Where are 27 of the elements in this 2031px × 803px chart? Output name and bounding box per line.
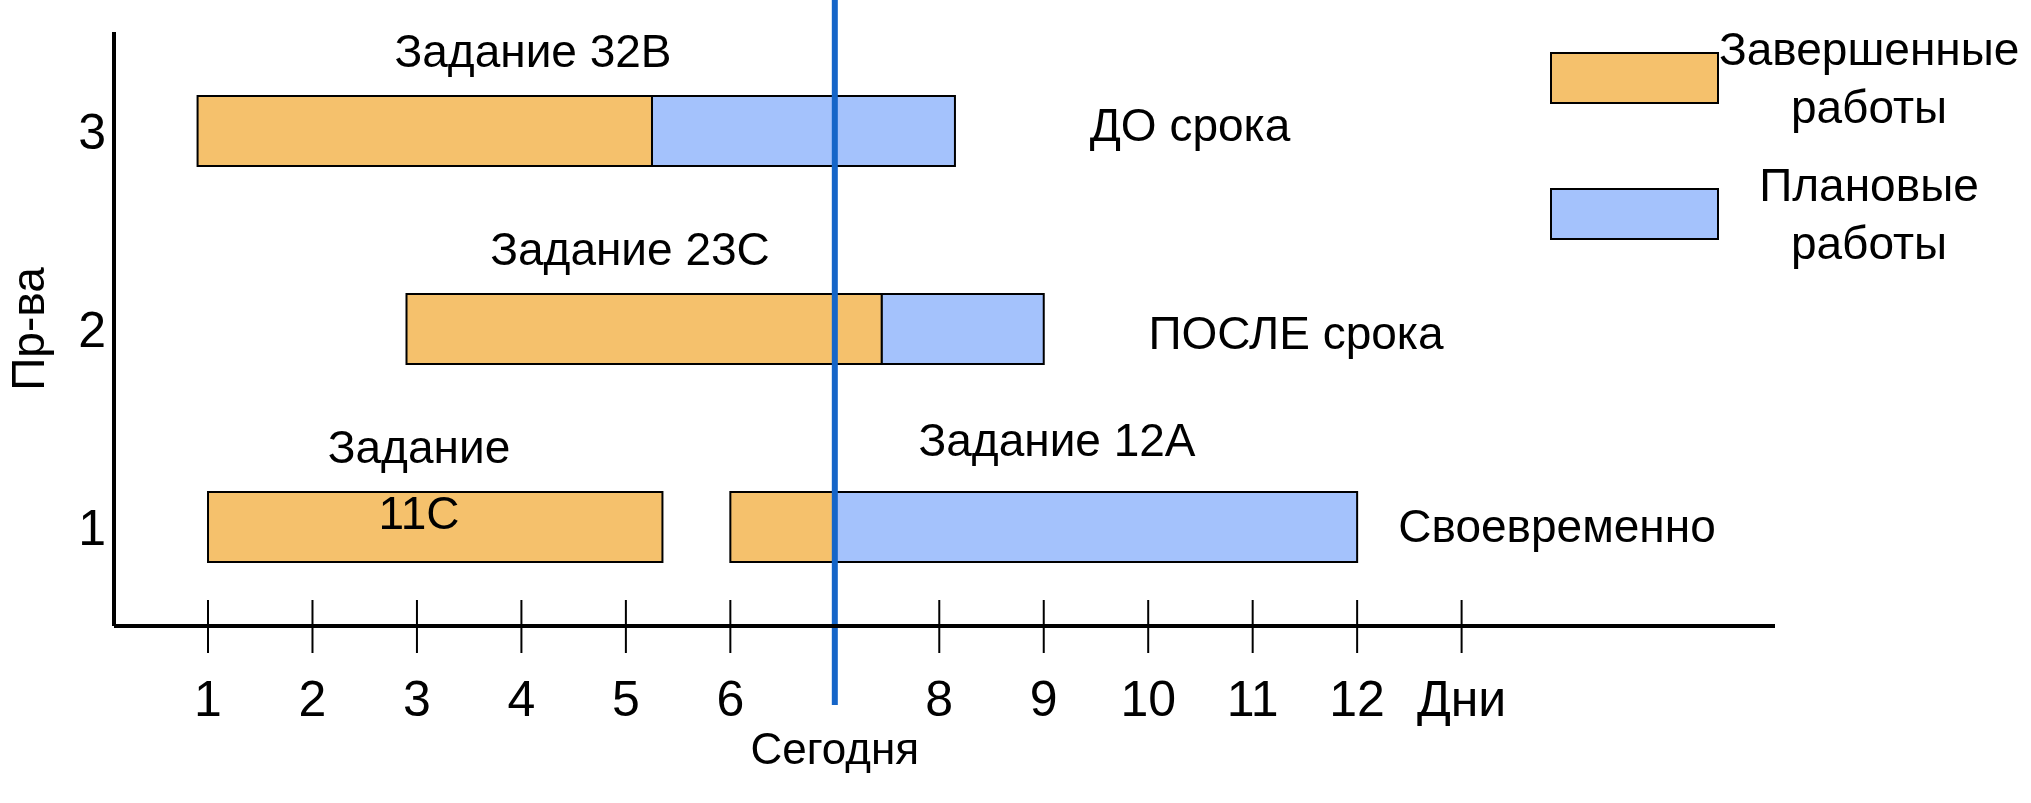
- x-tick-label: 1: [194, 671, 222, 727]
- x-tick-label: 10: [1120, 671, 1177, 727]
- x-tick-label: 12: [1329, 671, 1385, 727]
- y-tick-label: 2: [78, 301, 106, 358]
- annotation: Задание 23С: [489, 222, 771, 277]
- x-tick-label: 6: [716, 671, 745, 727]
- x-tick-label: 11: [1226, 671, 1279, 727]
- bar: [207, 491, 664, 563]
- annotation: ДО срока: [1088, 98, 1292, 153]
- annotation: Задание 12А: [917, 413, 1197, 468]
- annotation: Задание 11С: [326, 420, 512, 541]
- annotation: Своевременно: [1397, 499, 1717, 554]
- x-tick-label: 2: [298, 671, 327, 727]
- x-tick-label: 8: [925, 671, 954, 727]
- legend-label: Плановые работы: [1758, 158, 1980, 271]
- ref-line-label: Сегодня: [750, 723, 920, 773]
- y-tick-label: 3: [78, 103, 106, 160]
- y-axis-title: Пр-ва: [2, 266, 54, 391]
- x-tick-label: 5: [611, 671, 640, 727]
- annotation: Задание 32В: [393, 24, 673, 79]
- x-tick-label: Дни: [1416, 671, 1507, 727]
- x-tick-label: 4: [507, 671, 536, 727]
- x-tick-label: 3: [403, 671, 431, 727]
- y-tick-label: 1: [78, 499, 106, 556]
- x-tick-label: 9: [1029, 671, 1058, 727]
- legend-label: Завершенные работы: [1719, 22, 2020, 135]
- annotation: ПОСЛЕ срока: [1147, 306, 1445, 361]
